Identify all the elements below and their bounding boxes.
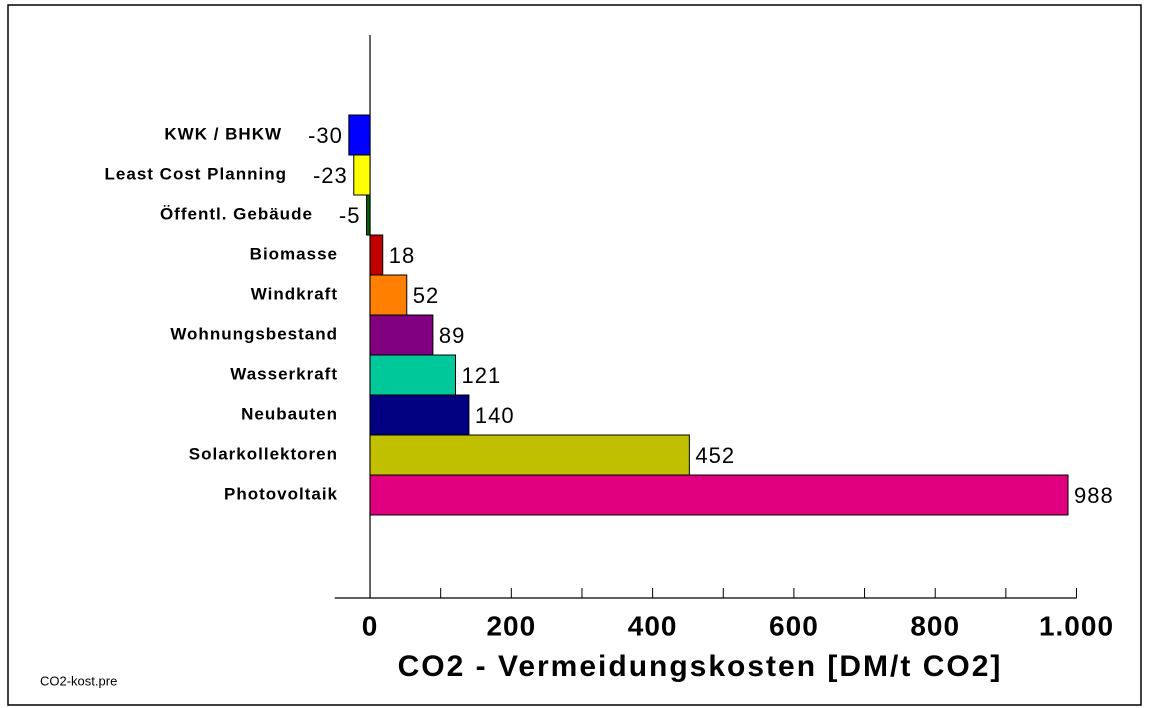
category-label: Windkraft	[251, 284, 338, 303]
category-label: Biomasse	[250, 244, 338, 263]
x-tick-label: 0	[362, 610, 379, 641]
category-label: KWK / BHKW	[164, 124, 282, 143]
x-tick-label: 400	[628, 610, 678, 641]
bar	[369, 474, 1069, 516]
category-label: Wasserkraft	[230, 364, 338, 383]
category-label: Least Cost Planning	[105, 164, 287, 183]
bar	[369, 234, 384, 276]
value-label: 52	[413, 283, 439, 308]
bar	[365, 194, 371, 236]
value-label: 121	[462, 363, 502, 388]
x-axis-label: CO2 - Vermeidungskosten [DM/t CO2]	[398, 650, 1003, 683]
frame	[7, 4, 1142, 706]
bar	[369, 274, 408, 316]
bar	[369, 394, 470, 436]
value-label: 988	[1074, 483, 1114, 508]
x-tick-label: 1.000	[1039, 610, 1114, 641]
category-label: Wohnungsbestand	[170, 324, 338, 343]
category-label: Neubauten	[241, 404, 338, 423]
value-label: -5	[339, 203, 361, 228]
bar	[348, 114, 371, 156]
value-label: 452	[695, 443, 735, 468]
category-label: Photovoltaik	[224, 484, 338, 503]
x-tick-label: 200	[486, 610, 536, 641]
value-label: -30	[308, 123, 343, 148]
value-label: -23	[313, 163, 348, 188]
x-tick-label: 800	[910, 610, 960, 641]
footnote: CO2-kost.pre	[40, 673, 117, 688]
bar	[369, 314, 434, 356]
bar	[369, 434, 690, 476]
bar	[369, 354, 457, 396]
x-tick-label: 600	[769, 610, 819, 641]
category-label: Öffentl. Gebäude	[160, 204, 313, 223]
value-label: 18	[389, 243, 415, 268]
value-label: 140	[475, 403, 515, 428]
bar	[353, 154, 371, 196]
value-label: 89	[439, 323, 465, 348]
category-label: Solarkollektoren	[189, 444, 338, 463]
